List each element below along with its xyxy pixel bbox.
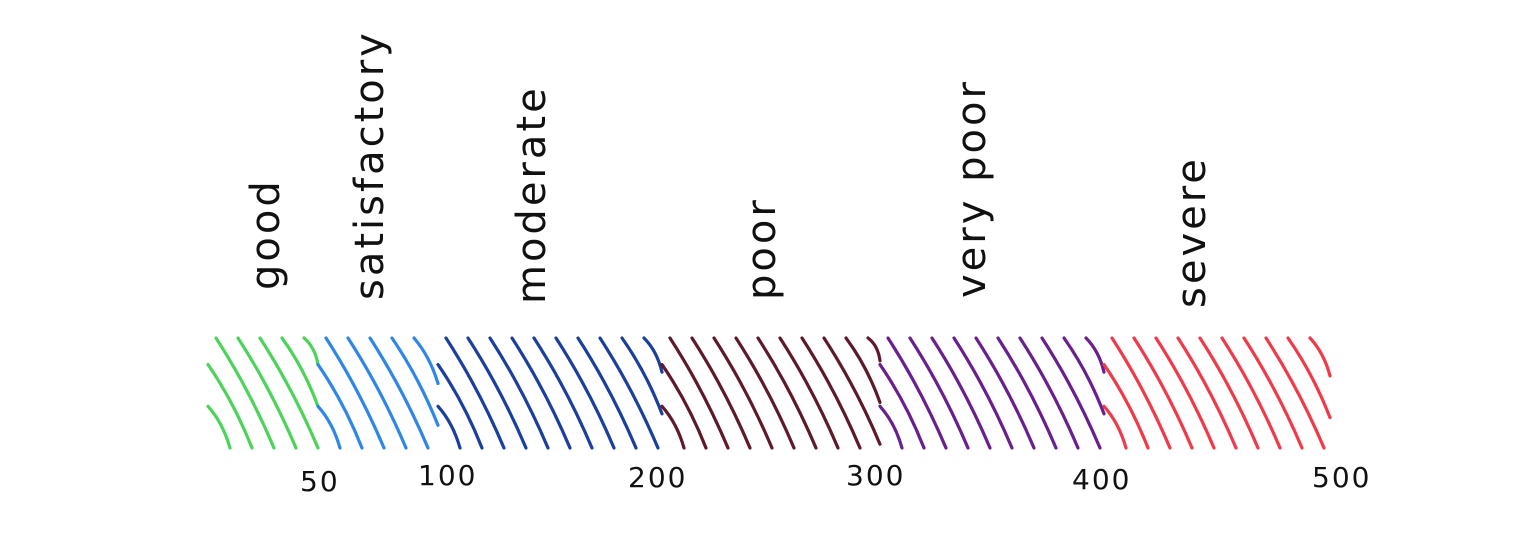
hatch-stroke: [844, 336, 882, 405]
band-very-poor: [878, 336, 1106, 450]
hatch-stroke: [214, 336, 276, 450]
hatch-stroke: [660, 404, 686, 450]
hatch-stroke: [1102, 404, 1128, 450]
hatch-stroke: [620, 336, 664, 416]
hatch-stroke: [1198, 336, 1260, 450]
hatch-stroke: [800, 336, 862, 450]
band-label-severe: severe: [1169, 156, 1215, 308]
hatch-stroke: [368, 336, 430, 450]
hatch-stroke: [756, 336, 818, 450]
hatch-stroke: [412, 336, 440, 386]
hatch-stroke: [324, 336, 386, 450]
hatch-stroke: [908, 336, 970, 450]
hatch-stroke: [996, 336, 1058, 450]
hatch-stroke: [1132, 336, 1194, 450]
band-satisfactory: [316, 336, 440, 450]
hatch-stroke: [1286, 336, 1332, 420]
hatch-stroke: [642, 336, 664, 374]
hatch-stroke: [822, 336, 882, 446]
band-label-poor: poor: [739, 197, 785, 300]
hatch-stroke: [488, 336, 550, 450]
tick-label-100: 100: [418, 459, 478, 492]
hatch-stroke: [734, 336, 796, 450]
hatch-stroke: [930, 336, 992, 450]
hatch-stroke: [1062, 336, 1106, 416]
tick-label-500: 500: [1312, 461, 1372, 494]
hatch-stroke: [316, 404, 342, 450]
hatch-stroke: [1102, 362, 1150, 450]
hatch-stroke: [778, 336, 840, 450]
hatch-stroke: [510, 336, 572, 450]
hatch-stroke: [302, 336, 320, 367]
hatch-stroke: [866, 336, 882, 363]
hatch-stroke: [390, 336, 440, 427]
tick-label-50: 50: [300, 465, 340, 498]
hatch-stroke: [554, 336, 616, 450]
band-label-satisfactory: satisfactory: [347, 30, 393, 300]
band-label-moderate: moderate: [509, 85, 555, 304]
hatch-stroke: [258, 336, 320, 450]
hatch-stroke: [532, 336, 594, 450]
hatch-stroke: [1220, 336, 1282, 450]
hatch-stroke: [952, 336, 1014, 450]
band-good: [206, 336, 320, 450]
hatch-stroke: [1018, 336, 1080, 450]
hatch-stroke: [1084, 336, 1106, 374]
hatch-stroke: [1040, 336, 1102, 450]
band-poor: [660, 336, 882, 450]
hatch-stroke: [668, 336, 730, 450]
band-moderate: [436, 336, 664, 450]
tick-label-400: 400: [1072, 463, 1132, 496]
hatch-stroke: [576, 336, 638, 450]
hatch-stroke: [466, 336, 528, 450]
hatch-stroke: [1110, 336, 1172, 450]
tick-label-300: 300: [846, 459, 906, 492]
hatch-stroke: [1242, 336, 1304, 450]
hatch-stroke: [236, 336, 298, 450]
tick-label-200: 200: [628, 461, 688, 494]
hatch-stroke: [878, 362, 926, 450]
hatch-stroke: [886, 336, 948, 450]
hatch-stroke: [444, 336, 506, 450]
hatch-stroke: [1264, 336, 1326, 450]
hatch-stroke: [206, 404, 232, 450]
hatch-stroke: [1308, 336, 1332, 378]
band-severe: [1102, 336, 1332, 450]
hatch-stroke: [878, 404, 904, 450]
hatch-stroke: [1154, 336, 1216, 450]
band-label-good: good: [243, 178, 289, 290]
hatch-stroke: [436, 362, 484, 450]
hatch-stroke: [436, 404, 462, 450]
hatch-stroke: [974, 336, 1036, 450]
hatch-stroke: [346, 336, 408, 450]
hatch-stroke: [316, 362, 364, 450]
hatch-stroke: [660, 362, 708, 450]
hatch-stroke: [712, 336, 774, 450]
hatch-stroke: [690, 336, 752, 450]
band-label-very-poor: very poor: [949, 79, 995, 298]
hatch-stroke: [1176, 336, 1238, 450]
hatch-stroke: [598, 336, 660, 450]
hatch-stroke: [280, 336, 320, 408]
hatch-stroke: [206, 362, 254, 450]
